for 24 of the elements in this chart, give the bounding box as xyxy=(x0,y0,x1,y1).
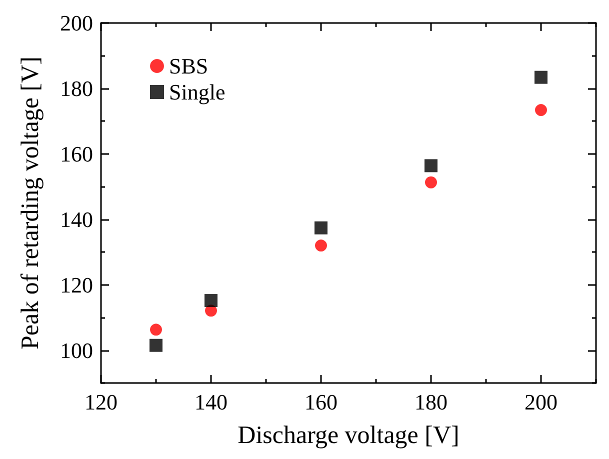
x-axis-title: Discharge voltage [V] xyxy=(238,422,460,449)
legend-label: SBS xyxy=(169,54,208,78)
y-tick-label: 200 xyxy=(60,10,93,36)
x-tick-label: 200 xyxy=(524,390,558,414)
y-tick-label: 140 xyxy=(60,206,93,232)
point xyxy=(424,159,438,172)
y-tick-label: 180 xyxy=(60,76,93,101)
point xyxy=(314,221,328,234)
y-tick-label: 100 xyxy=(60,338,93,363)
x-tick-label: 160 xyxy=(304,390,338,414)
x-tick-label: 140 xyxy=(194,390,228,414)
point xyxy=(204,294,218,308)
point xyxy=(535,104,547,116)
x-tick-label: 180 xyxy=(414,390,448,414)
x-tick-label: 120 xyxy=(84,390,118,414)
point xyxy=(315,240,327,252)
y-tick-label: 120 xyxy=(60,272,93,298)
point xyxy=(150,338,162,352)
point xyxy=(425,176,437,188)
point xyxy=(150,324,162,336)
y-tick-label: 160 xyxy=(60,141,93,166)
legend-label: Single xyxy=(169,80,226,104)
y-axis-title: Peak of retarding voltage [V] xyxy=(17,56,44,350)
point xyxy=(534,70,548,84)
